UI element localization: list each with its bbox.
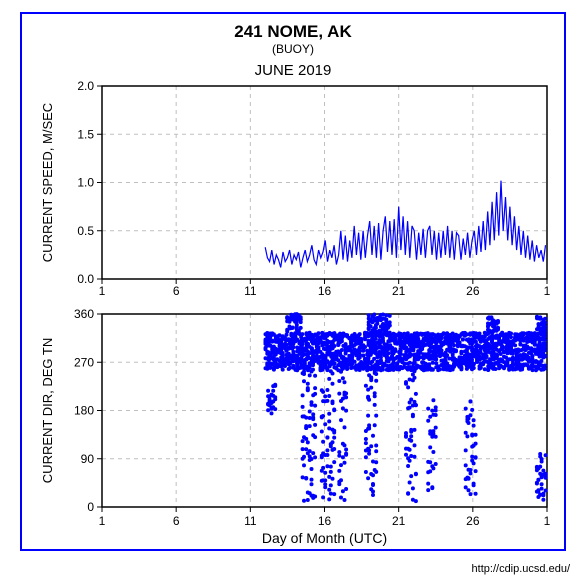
- svg-text:6: 6: [173, 514, 180, 528]
- svg-text:1: 1: [99, 514, 106, 528]
- svg-text:0.0: 0.0: [77, 272, 94, 286]
- svg-text:CURRENT DIR, DEG TN: CURRENT DIR, DEG TN: [40, 338, 55, 483]
- svg-text:1: 1: [544, 284, 551, 298]
- svg-text:270: 270: [74, 355, 94, 369]
- svg-text:Day of Month (UTC): Day of Month (UTC): [262, 530, 387, 546]
- svg-text:1: 1: [99, 284, 106, 298]
- chart-container: 241 NOME, AK (BUOY) JUNE 2019 0.00.51.01…: [0, 0, 582, 581]
- plot-svg: 0.00.51.01.52.0CURRENT SPEED, M/SEC16111…: [22, 14, 564, 549]
- svg-text:CURRENT SPEED, M/SEC: CURRENT SPEED, M/SEC: [40, 103, 55, 262]
- svg-text:16: 16: [318, 284, 332, 298]
- svg-text:11: 11: [244, 284, 257, 298]
- svg-text:26: 26: [466, 514, 480, 528]
- svg-text:0.5: 0.5: [77, 224, 94, 238]
- svg-text:1: 1: [544, 514, 551, 528]
- chart-frame: 241 NOME, AK (BUOY) JUNE 2019 0.00.51.01…: [20, 12, 566, 551]
- svg-text:16: 16: [318, 514, 332, 528]
- svg-text:1.5: 1.5: [77, 127, 94, 141]
- svg-text:21: 21: [392, 284, 406, 298]
- svg-text:0: 0: [87, 500, 94, 514]
- svg-text:1.0: 1.0: [77, 176, 94, 190]
- svg-text:360: 360: [74, 307, 94, 321]
- footer-url: http://cdip.ucsd.edu/: [472, 563, 570, 575]
- svg-text:11: 11: [244, 514, 257, 528]
- svg-text:180: 180: [74, 404, 94, 418]
- svg-text:2.0: 2.0: [77, 79, 94, 93]
- svg-text:26: 26: [466, 284, 480, 298]
- svg-text:90: 90: [81, 452, 95, 466]
- svg-text:21: 21: [392, 514, 406, 528]
- svg-text:6: 6: [173, 284, 180, 298]
